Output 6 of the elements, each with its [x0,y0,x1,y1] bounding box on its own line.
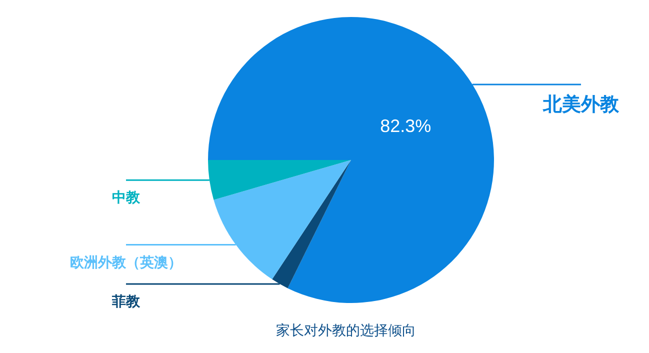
slice-label: 北美外教 [542,94,620,116]
slice-label: 欧洲外教（英澳） [70,254,182,271]
slice-label: 菲教 [111,294,141,310]
text: 家长对外教的选择倾向 [275,322,417,340]
data-label: 82.3% [380,116,432,136]
slice-label: 中教 [112,190,141,206]
